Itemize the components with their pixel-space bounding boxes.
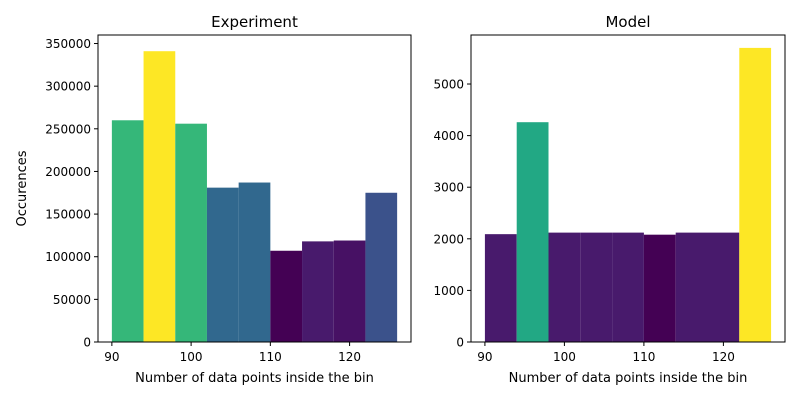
- experiment-bar: [143, 51, 176, 342]
- experiment-bar: [206, 187, 239, 342]
- experiment-bar: [270, 250, 303, 342]
- experiment-y-tick-label: 50000: [53, 293, 91, 307]
- model-x-tick-label: 90: [477, 350, 492, 364]
- experiment-y-tick-label: 250000: [45, 122, 91, 136]
- model-bars: [484, 47, 772, 342]
- experiment-x-tick-label: 90: [104, 350, 119, 364]
- experiment-bar: [111, 120, 144, 343]
- experiment-y-tick-label: 350000: [45, 37, 91, 51]
- model-x-axis-label: Number of data points inside the bin: [509, 371, 748, 386]
- experiment-x-axis-label: Number of data points inside the bin: [135, 371, 374, 386]
- model-bar: [707, 232, 740, 342]
- experiment-x-tick-label: 120: [338, 350, 361, 364]
- model-x-tick-label: 100: [553, 350, 576, 364]
- model-bar: [612, 232, 644, 342]
- experiment-bar: [175, 123, 207, 342]
- model-ticks: 90 100 110 120 0 1000 2000 3000 4000 5000: [433, 78, 734, 364]
- model-panel: 90 100 110 120 0 1000 2000 3000 4000 5000 Model N…: [433, 13, 786, 386]
- model-y-tick-label: 3000: [433, 181, 464, 195]
- model-bar: [643, 234, 676, 342]
- model-y-tick-label: 4000: [433, 129, 464, 143]
- experiment-y-tick-label: 200000: [45, 165, 91, 179]
- model-bar: [484, 234, 517, 342]
- experiment-bar: [302, 241, 334, 342]
- model-bar: [739, 47, 772, 342]
- experiment-y-axis-label: Occurences: [15, 150, 30, 226]
- model-bar: [548, 232, 581, 342]
- experiment-y-tick-label: 0: [83, 336, 91, 350]
- model-bar: [675, 232, 708, 342]
- experiment-bar: [365, 192, 398, 342]
- experiment-y-tick-label: 150000: [45, 208, 91, 222]
- model-title: Model: [605, 13, 650, 31]
- experiment-title: Experiment: [211, 13, 298, 31]
- model-bar: [516, 122, 549, 342]
- experiment-bars: [111, 51, 398, 343]
- experiment-y-tick-label: 300000: [45, 80, 91, 94]
- model-x-tick-label: 120: [712, 350, 735, 364]
- model-bar: [580, 232, 613, 342]
- experiment-y-tick-label: 100000: [45, 250, 91, 264]
- model-y-tick-label: 1000: [433, 284, 464, 298]
- model-x-tick-label: 110: [632, 350, 655, 364]
- model-y-tick-label: 0: [456, 336, 464, 350]
- experiment-axes-frame: [97, 34, 412, 343]
- experiment-panel: 90 100 110 120 0 50000 100000 150000 200000 25000…: [15, 13, 412, 386]
- model-axes-frame: [470, 34, 786, 343]
- experiment-bar: [333, 240, 366, 342]
- experiment-ticks: 90 100 110 120 0 50000 100000 150000 200000 25000…: [45, 37, 361, 364]
- model-y-tick-label: 5000: [433, 78, 464, 92]
- experiment-x-tick-label: 100: [180, 350, 203, 364]
- experiment-bar: [238, 182, 271, 342]
- experiment-x-tick-label: 110: [259, 350, 282, 364]
- model-y-tick-label: 2000: [433, 232, 464, 246]
